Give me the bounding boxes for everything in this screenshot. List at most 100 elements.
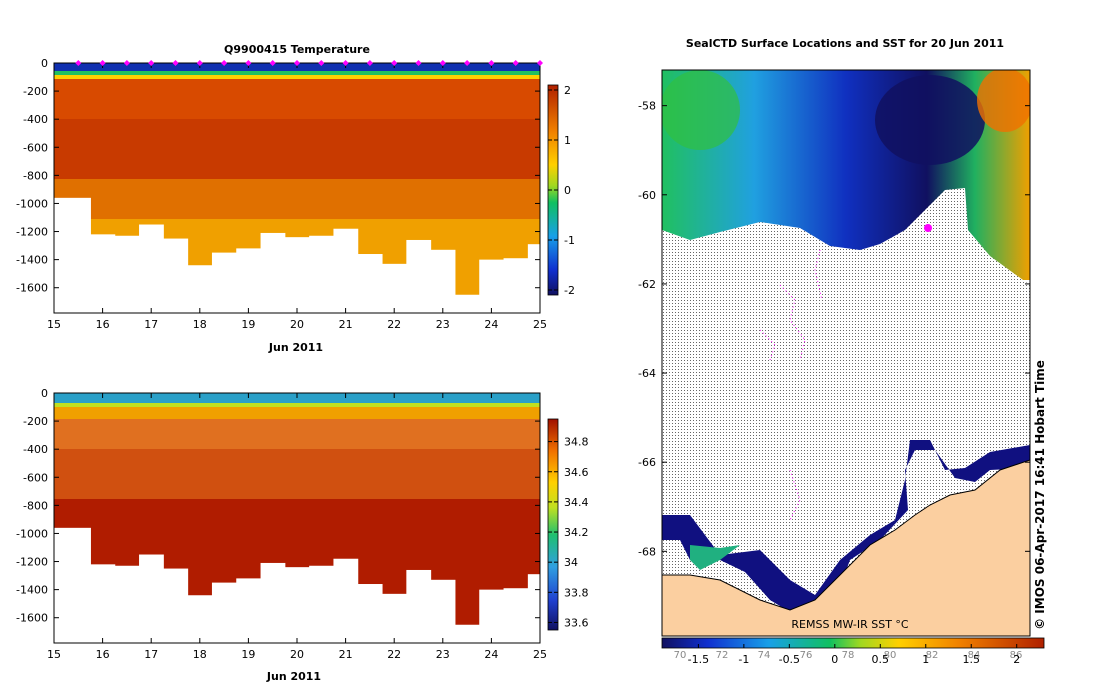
profile-cutoff xyxy=(139,224,164,313)
profile-cutoff xyxy=(479,589,505,643)
profile-marker xyxy=(415,60,422,66)
y-tick-label: -1200 xyxy=(16,226,48,239)
seal-current-location xyxy=(924,224,932,232)
profile-cutoff xyxy=(114,235,140,313)
profile-cutoff xyxy=(357,254,383,313)
x-tick-label: 16 xyxy=(96,648,110,661)
lat-tick-label: -62 xyxy=(638,278,656,291)
colorbar-tick-label: 0.5 xyxy=(872,653,890,666)
profile-cutoff xyxy=(430,249,456,313)
sst-warm-patch xyxy=(977,70,1030,132)
map-axes: -58 -60 -62 -64 -66 -68 xyxy=(638,100,1030,558)
x-tick-label: 18 xyxy=(193,318,207,331)
colorbar-tick-label: 2 xyxy=(564,84,571,97)
warm-core-layer xyxy=(54,119,540,179)
sst-green-patch xyxy=(662,70,740,150)
profile-marker xyxy=(439,60,446,66)
temperature-title: Q9900415 Temperature xyxy=(224,43,370,56)
y-tick-label: -1600 xyxy=(16,282,48,295)
colorbar-tick-label: 34.4 xyxy=(564,496,589,509)
y-tick-label: -1400 xyxy=(16,254,48,267)
x-tick-label: 20 xyxy=(290,648,304,661)
profile-cutoff xyxy=(211,582,237,643)
profile-cutoff xyxy=(503,258,529,313)
profile-cutoff xyxy=(454,624,480,643)
x-tick-label: 18 xyxy=(193,648,207,661)
y-tick-label: -1400 xyxy=(16,584,48,597)
y-tick-label: -400 xyxy=(23,443,48,456)
profile-cutoff xyxy=(211,252,237,313)
profile-marker xyxy=(75,60,82,66)
colorbar-tick-label: 34.6 xyxy=(564,466,589,479)
temperature-panel: Q9900415 Temperature 15 16 17 18 19 20 21 22 23 2… xyxy=(16,43,575,354)
y-tick-label: -600 xyxy=(23,471,48,484)
colorbar-tick-label: 33.8 xyxy=(564,586,589,599)
x-tick-label: 22 xyxy=(387,648,401,661)
sst-cold-patch xyxy=(875,75,985,165)
profile-cutoff xyxy=(309,235,334,313)
colorbar-tick-label: 1 xyxy=(564,134,571,147)
colorbar-underlay-label: 82 xyxy=(926,650,939,661)
x-tick-label: 25 xyxy=(533,648,547,661)
y-tick-label: -200 xyxy=(23,415,48,428)
coastal-sst-band xyxy=(662,440,1030,612)
profile-cutoff xyxy=(284,567,310,643)
profile-cutoff xyxy=(309,565,334,643)
colorbar-tick-label: -1.5 xyxy=(688,653,709,666)
colorbar-tick-label: -1 xyxy=(564,234,575,247)
profile-markers xyxy=(75,60,543,66)
profile-cutoff xyxy=(236,248,262,313)
profile-cutoff xyxy=(163,568,189,643)
profile-marker xyxy=(196,60,203,66)
profile-marker xyxy=(294,60,300,66)
lat-tick-label: -64 xyxy=(638,367,656,380)
colorbar-underlay-label: 84 xyxy=(968,650,981,661)
colorbar-tick-label: 0 xyxy=(564,184,571,197)
profile-cutoff xyxy=(236,578,262,643)
colorbar-underlay-label: 86 xyxy=(1010,650,1023,661)
lat-tick-label: -58 xyxy=(638,100,656,113)
y-tick-label: -400 xyxy=(23,113,48,126)
colorbar-tick-label: 2 xyxy=(1013,653,1020,666)
y-tick-label: -1000 xyxy=(16,197,48,210)
profile-cutoff xyxy=(454,294,480,313)
halocline-layer xyxy=(54,403,540,407)
temperature-field xyxy=(54,63,540,313)
profile-marker xyxy=(318,60,325,66)
profile-cutoff xyxy=(406,569,432,643)
profile-marker xyxy=(148,60,155,66)
profile-marker xyxy=(221,60,228,66)
map-panel: SealCTD Surface Locations and SST for 20… xyxy=(638,37,1047,666)
warm-layer-upper xyxy=(54,79,540,119)
profile-cutoff xyxy=(260,232,286,313)
colorbar-tick-label: 33.6 xyxy=(564,616,589,629)
y-tick-label: -200 xyxy=(23,85,48,98)
x-tick-label: 21 xyxy=(339,648,353,661)
colorbar-underlay-label: 80 xyxy=(884,650,897,661)
colorbar-underlay-label: 70 xyxy=(674,650,687,661)
profile-marker xyxy=(391,60,398,66)
profile-marker xyxy=(512,60,519,66)
x-tick-label: 19 xyxy=(241,318,255,331)
profile-cutoff xyxy=(139,554,164,643)
salinity-colorbar xyxy=(547,418,559,631)
map-title: SealCTD Surface Locations and SST for 20… xyxy=(686,37,1004,50)
profile-cutoff xyxy=(503,588,529,643)
profile-marker xyxy=(123,60,130,66)
x-tick-label: 24 xyxy=(484,318,498,331)
y-tick-label: -800 xyxy=(23,169,48,182)
profile-cutoff xyxy=(382,263,407,313)
salinity-panel: 15 16 17 18 19 20 21 22 23 24 25 0 -200 -400 -600 -800 -… xyxy=(16,387,588,683)
colorbar-tick-label: 0 xyxy=(831,653,838,666)
salinity-field xyxy=(54,393,540,643)
x-tick-label: 20 xyxy=(290,318,304,331)
profile-marker xyxy=(269,60,276,66)
map-area xyxy=(662,70,1030,636)
x-tick-label: 19 xyxy=(241,648,255,661)
profile-cutoff xyxy=(54,197,91,313)
colorbar-underlay-label: 78 xyxy=(842,650,855,661)
profile-cutoff xyxy=(382,593,407,643)
salinity-axes: 15 16 17 18 19 20 21 22 23 24 25 0 -200 -400 -600 -800 -… xyxy=(16,387,547,661)
y-tick-label: -800 xyxy=(23,499,48,512)
